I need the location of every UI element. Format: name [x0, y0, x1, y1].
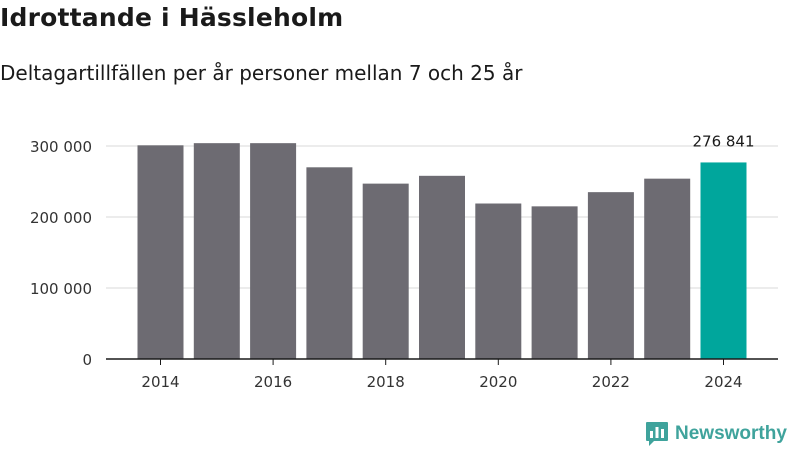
x-tick-label: 2014 — [141, 373, 179, 391]
chart-title: Idrottande i Hässleholm — [0, 3, 344, 32]
bar — [362, 183, 409, 359]
newsworthy-logo-icon — [646, 422, 668, 446]
x-tick-label: 2016 — [254, 373, 292, 391]
bar — [587, 192, 634, 359]
data-label: 276 841 — [692, 132, 754, 150]
y-tick-label: 100 000 — [30, 280, 92, 298]
x-tick-label: 2022 — [592, 373, 630, 391]
bar — [193, 143, 240, 359]
bar — [700, 162, 747, 359]
bar — [531, 206, 578, 359]
bar — [306, 167, 353, 359]
bar — [137, 145, 184, 359]
y-tick-label: 0 — [82, 351, 92, 369]
chart-subtitle: Deltagartillfällen per år personer mella… — [0, 61, 523, 85]
bar-chart: 0 100 000 200 000 300 000 276 841 2014 2016 201… — [30, 132, 778, 391]
x-tick-label: 2018 — [367, 373, 405, 391]
bar — [644, 178, 691, 359]
y-tick-label: 200 000 — [30, 209, 92, 227]
x-tick-label: 2020 — [479, 373, 517, 391]
bar — [475, 203, 522, 359]
newsworthy-brand: Newsworthy — [645, 421, 787, 447]
y-tick-label: 300 000 — [30, 138, 92, 156]
x-tick-label: 2024 — [704, 373, 742, 391]
bar — [419, 175, 465, 359]
brand-name: Newsworthy — [675, 423, 787, 444]
bar — [250, 143, 297, 359]
